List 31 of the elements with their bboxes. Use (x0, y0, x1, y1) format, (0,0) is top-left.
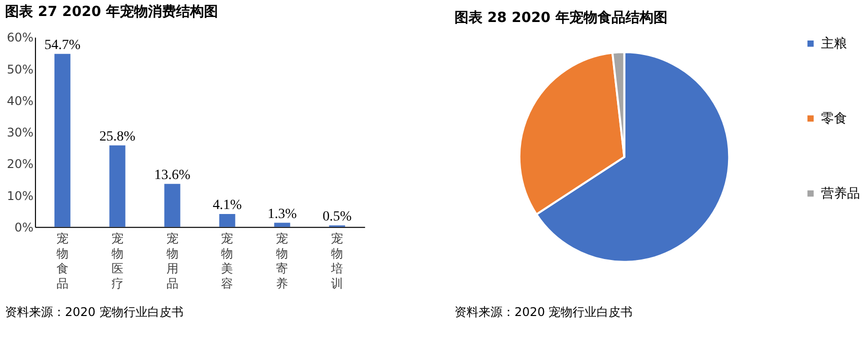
data-label: 1.3% (268, 206, 298, 222)
y-tick-label: 0% (14, 220, 34, 234)
x-tick-label: 宠物培训 (330, 231, 344, 290)
text: 资料来源：2020 宠物行业白皮书 (4, 304, 184, 319)
legend-label: 主粮 (821, 36, 848, 52)
data-label: 4.1% (212, 198, 242, 213)
data-label: 13.6% (154, 168, 191, 183)
y-tick-label: 40% (6, 94, 34, 108)
text: 资料来源：2020 宠物行业白皮书 (454, 304, 633, 319)
x-tick-label: 宠物寄养 (276, 231, 288, 290)
y-tick-label: 60% (6, 30, 34, 45)
y-tick-label: 20% (6, 157, 34, 172)
chart-title: 图表 27 2020 年宠物消费结构图 (4, 3, 218, 20)
chart-title: 图表 28 2020 年宠物食品结构图 (454, 9, 668, 26)
data-label: 25.8% (99, 129, 136, 144)
y-tick-label: 30% (6, 126, 34, 140)
y-tick-label: 50% (6, 62, 34, 76)
x-tick-label: 宠物医疗 (111, 231, 124, 290)
bar (274, 222, 290, 227)
bar (164, 184, 180, 227)
y-tick-label: 10% (6, 188, 34, 203)
bar (54, 54, 70, 227)
legend-label: 营养品 (821, 185, 860, 202)
legend-label: 零食 (821, 112, 848, 127)
x-tick-label: 宠物用品 (166, 231, 178, 290)
data-label: 54.7% (44, 38, 81, 53)
data-label: 0.5% (322, 209, 352, 224)
bar (109, 145, 126, 227)
x-tick-label: 宠物食品 (56, 231, 68, 290)
x-tick-label: 宠物美容 (221, 231, 234, 290)
bar (219, 214, 236, 227)
